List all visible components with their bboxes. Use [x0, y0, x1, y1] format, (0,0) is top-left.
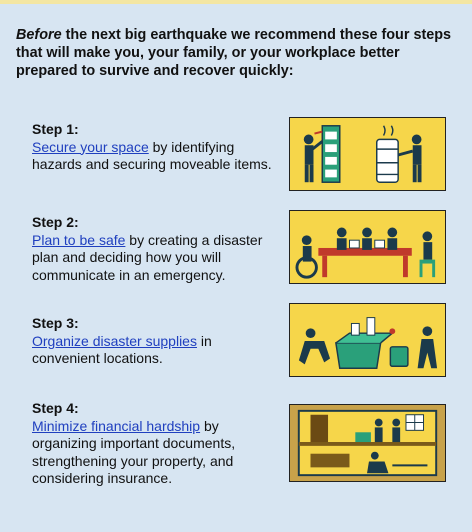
step-2-text: by creating a disaster plan and deciding…: [32, 231, 263, 283]
plan-safe-illustration-icon: [289, 210, 446, 284]
intro-lead: Before: [16, 27, 62, 43]
step-4-title: Step 4:: [32, 400, 79, 416]
intro-text: Before the next big earthquake we recomm…: [16, 26, 456, 80]
step-1-text: by identifying hazards and securing move…: [32, 138, 272, 173]
step-3: Step 3: Organize disaster supplies in co…: [32, 315, 272, 368]
step-1-title: Step 1:: [32, 121, 79, 137]
intro-rest: the next big earthquake we recommend the…: [16, 27, 452, 79]
step-1: Step 1: Secure your space by identifying…: [32, 121, 272, 174]
step-2-link[interactable]: Plan to be safe: [32, 231, 126, 248]
step-4-link[interactable]: Minimize financial hardship: [32, 417, 201, 434]
step-3-title: Step 3:: [32, 315, 79, 331]
step-4: Step 4: Minimize financial hardship by o…: [32, 400, 272, 488]
step-3-link[interactable]: Organize disaster supplies: [32, 332, 197, 349]
financial-hardship-illustration-icon: [289, 404, 446, 482]
step-3-text: in convenient locations.: [32, 332, 212, 367]
secure-space-illustration-icon: [289, 117, 446, 191]
step-1-link[interactable]: Secure your space: [32, 138, 149, 155]
step-2-title: Step 2:: [32, 214, 79, 230]
step-4-text: by organizing important documents, stren…: [32, 417, 236, 487]
disaster-supplies-illustration-icon: [289, 303, 446, 377]
step-2: Step 2: Plan to be safe by creating a di…: [32, 214, 272, 284]
